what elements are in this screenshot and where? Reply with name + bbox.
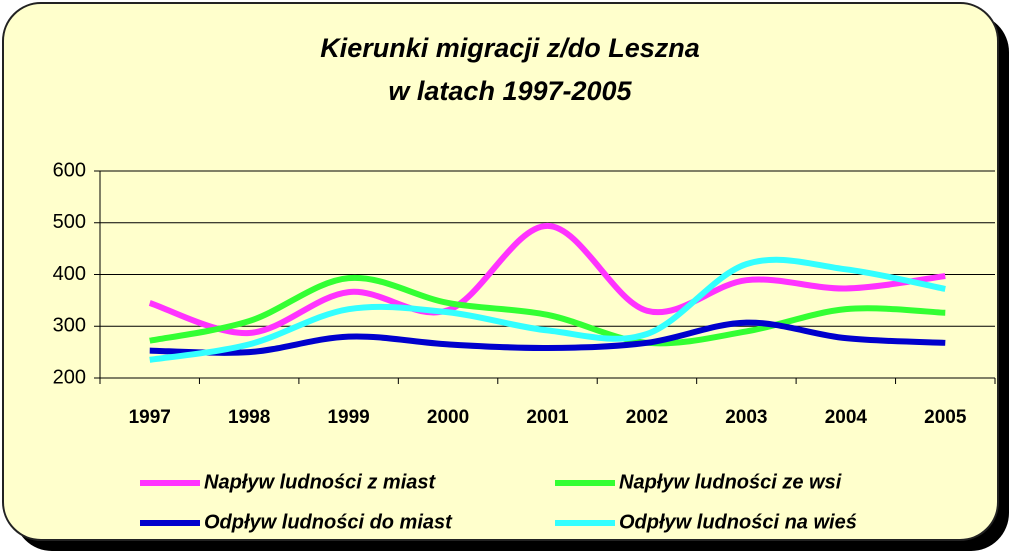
legend-label: Odpływ ludności na wieś — [619, 511, 857, 533]
chart-title: w latach 1997-2005 — [388, 76, 632, 106]
series-line — [149, 319, 946, 356]
series-line — [149, 274, 946, 347]
legend-label: Napływ ludności z miast — [204, 471, 437, 493]
series-line — [148, 222, 946, 336]
x-tick-label: 2003 — [725, 407, 767, 428]
background — [2, 2, 999, 541]
x-tick-label: 2005 — [924, 407, 967, 428]
y-tick-label: 600 — [53, 159, 86, 181]
y-tick-label: 200 — [53, 366, 86, 388]
x-tick-label: 1999 — [327, 407, 369, 428]
y-tick-label: 500 — [53, 211, 86, 233]
series-line — [149, 256, 946, 363]
x-tick-label: 2001 — [526, 407, 569, 428]
x-tick-label: 1997 — [129, 407, 171, 428]
chart-title: Kierunki migracji z/do Leszna — [320, 33, 700, 63]
legend-label: Odpływ ludności do miast — [204, 511, 453, 533]
y-tick-label: 400 — [53, 263, 86, 285]
y-tick-label: 300 — [53, 315, 86, 337]
x-tick-label: 2002 — [626, 407, 668, 428]
x-tick-label: 2004 — [825, 407, 868, 428]
x-tick-label: 1998 — [228, 407, 270, 428]
x-tick-label: 2000 — [427, 407, 469, 428]
legend-label: Napływ ludności ze wsi — [619, 471, 842, 493]
